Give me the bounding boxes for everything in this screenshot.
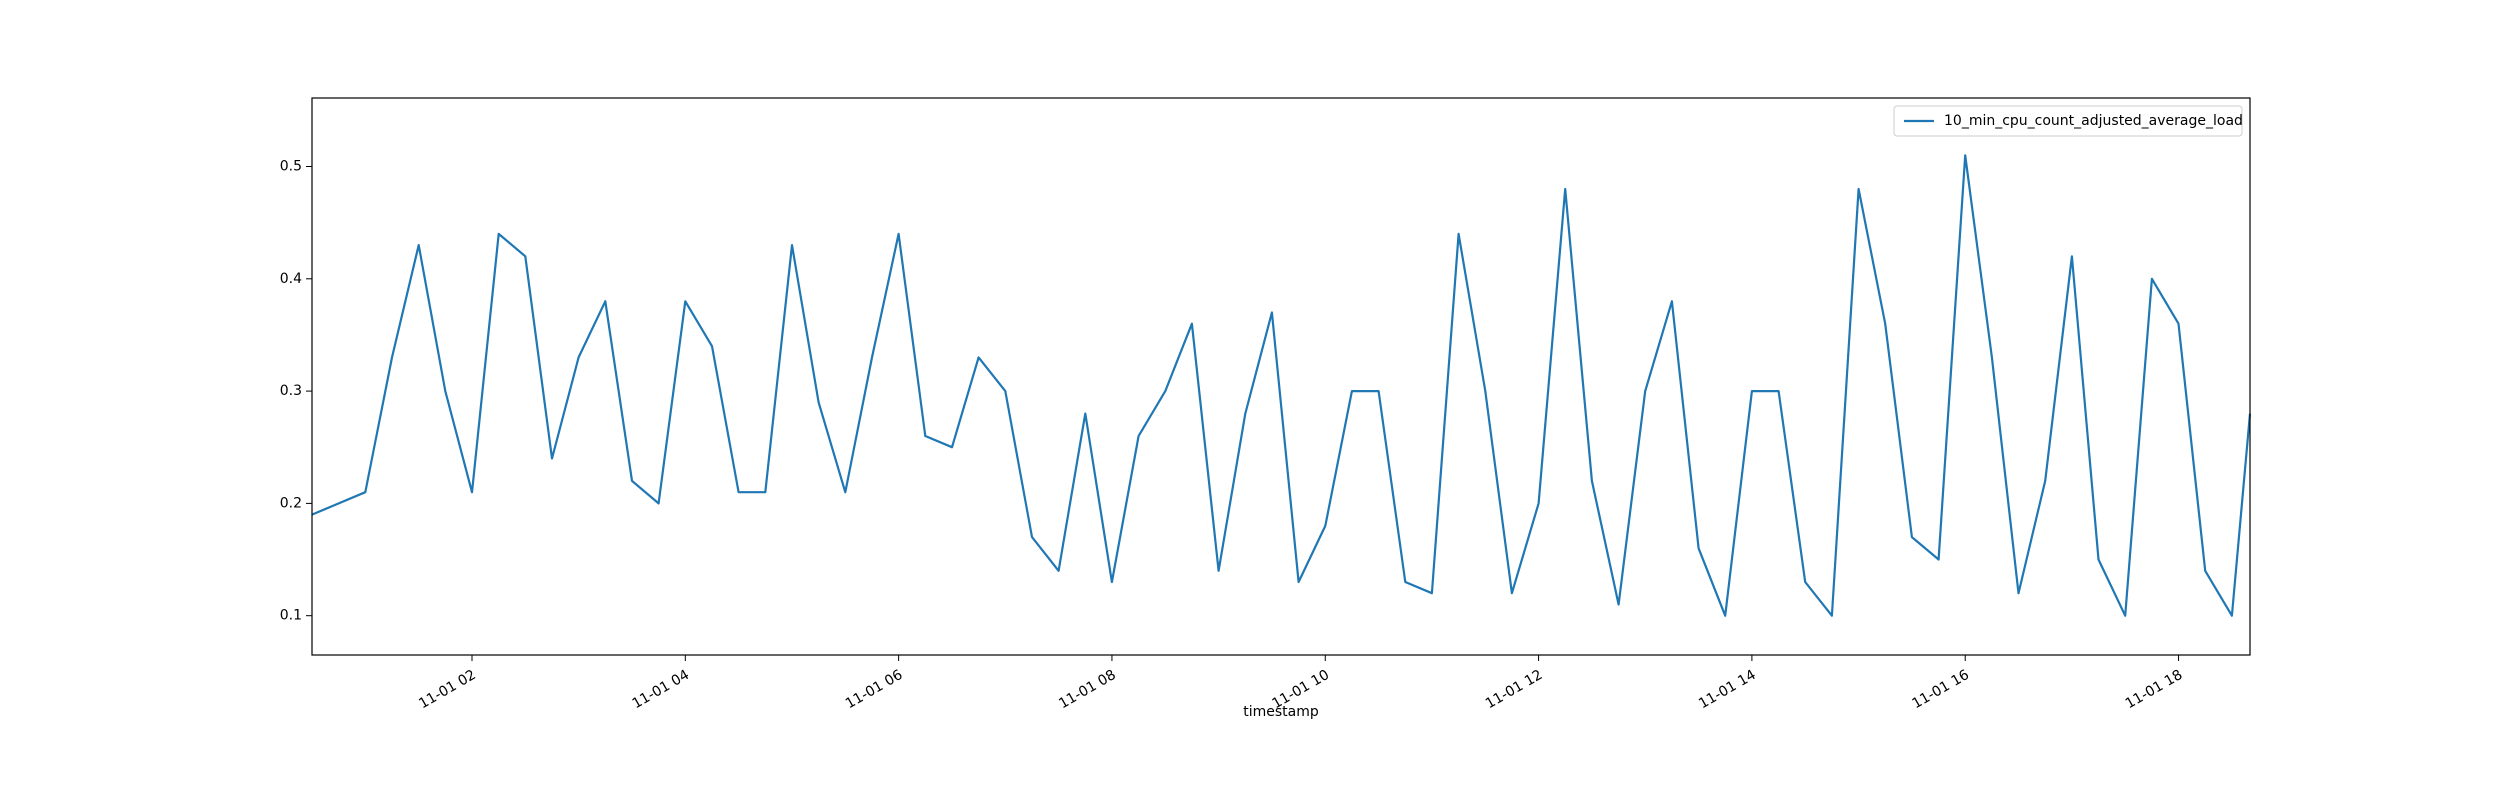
x-tick-label: 11-01 14 — [1696, 667, 1759, 712]
x-tick-label: 11-01 16 — [1909, 667, 1972, 712]
y-tick-label: 0.1 — [280, 608, 302, 624]
x-tick-label: 11-01 06 — [843, 667, 906, 712]
legend-box — [1893, 105, 2243, 137]
x-tick-label: 11-01 08 — [1056, 667, 1119, 712]
y-tick-label: 0.2 — [280, 495, 302, 511]
line-series — [311, 154, 2252, 617]
y-tick-label: 0.3 — [280, 383, 302, 399]
y-tick-label: 0.4 — [280, 271, 302, 287]
plot-frame — [311, 97, 2251, 656]
y-tick-label: 0.5 — [280, 159, 302, 175]
legend-label: 10_min_cpu_count_adjusted_average_load — [1944, 113, 2243, 129]
x-axis-label: timestamp — [1243, 704, 1319, 720]
x-tick-label: 11-01 04 — [630, 667, 693, 712]
x-tick-label: 11-01 12 — [1483, 667, 1546, 712]
x-tick-label: 11-01 18 — [2123, 667, 2186, 712]
x-tick-label: 11-01 02 — [416, 667, 479, 712]
